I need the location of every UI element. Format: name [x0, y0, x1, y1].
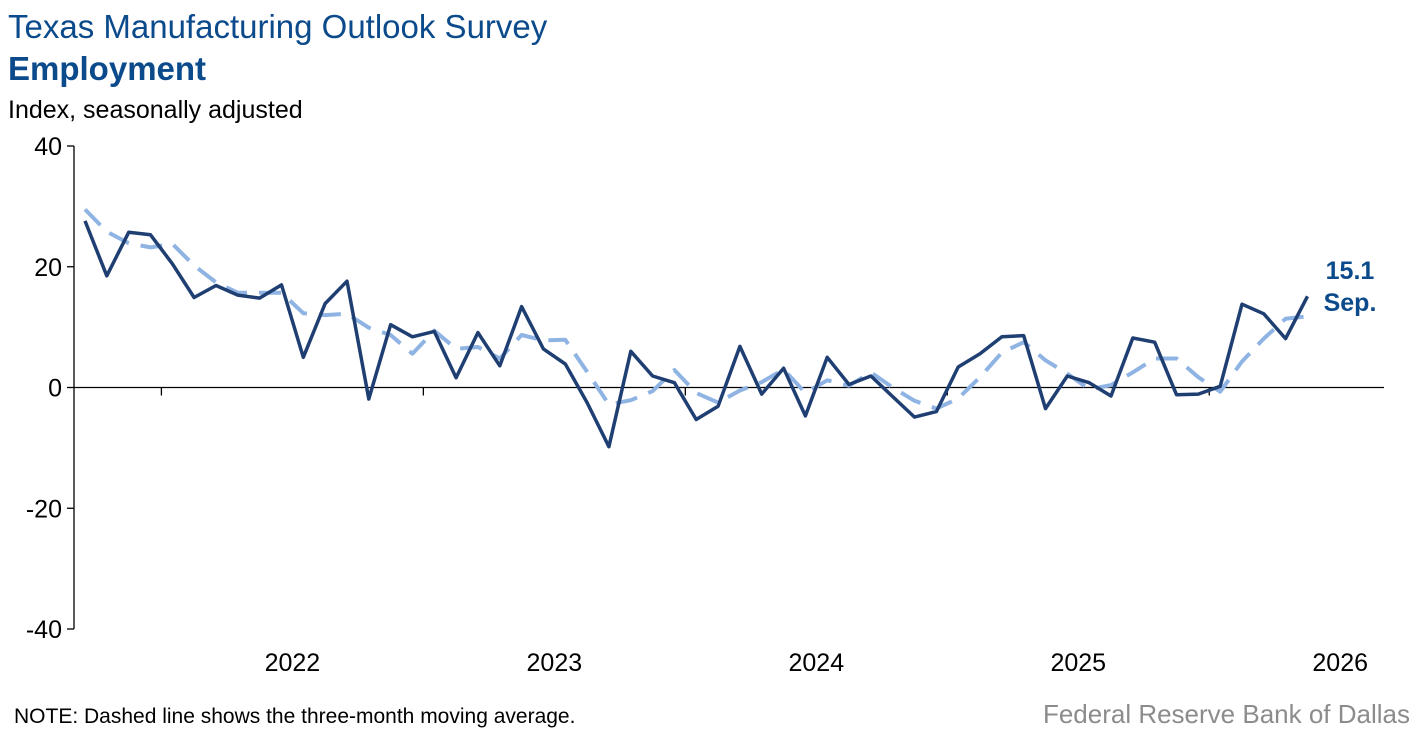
chart-series [83, 208, 1310, 449]
employment-index-line [83, 220, 1310, 449]
x-tick-label: 2024 [788, 649, 844, 677]
chart-axes [67, 145, 1384, 630]
chart-title: Texas Manufacturing Outlook Survey [8, 8, 548, 45]
y-tick-label: -20 [26, 495, 62, 523]
footnote: NOTE: Dashed line shows the three-month … [14, 705, 576, 728]
x-tick-label: 2026 [1312, 649, 1368, 677]
latest-month-label: Sep. [1324, 289, 1377, 317]
source-credit: Federal Reserve Bank of Dallas [1042, 699, 1410, 729]
y-tick-label: 20 [34, 254, 62, 282]
y-tick-label: 40 [34, 133, 62, 161]
x-tick-label: 2023 [527, 649, 583, 677]
latest-value-label: 15.1 [1326, 257, 1375, 285]
x-tick-label: 2022 [265, 649, 321, 677]
y-tick-label: 0 [48, 375, 62, 403]
chart-labels: 40 20 0 -20 -40 2022 2023 2024 2025 2026 15.1 Sep. [26, 133, 1377, 677]
x-tick-label: 2025 [1050, 649, 1106, 677]
moving-average-line [83, 208, 1308, 411]
y-tick-label: -40 [26, 616, 62, 644]
y-axis-units-label: Index, seasonally adjusted [8, 96, 303, 124]
chart-subtitle: Employment [8, 50, 207, 87]
